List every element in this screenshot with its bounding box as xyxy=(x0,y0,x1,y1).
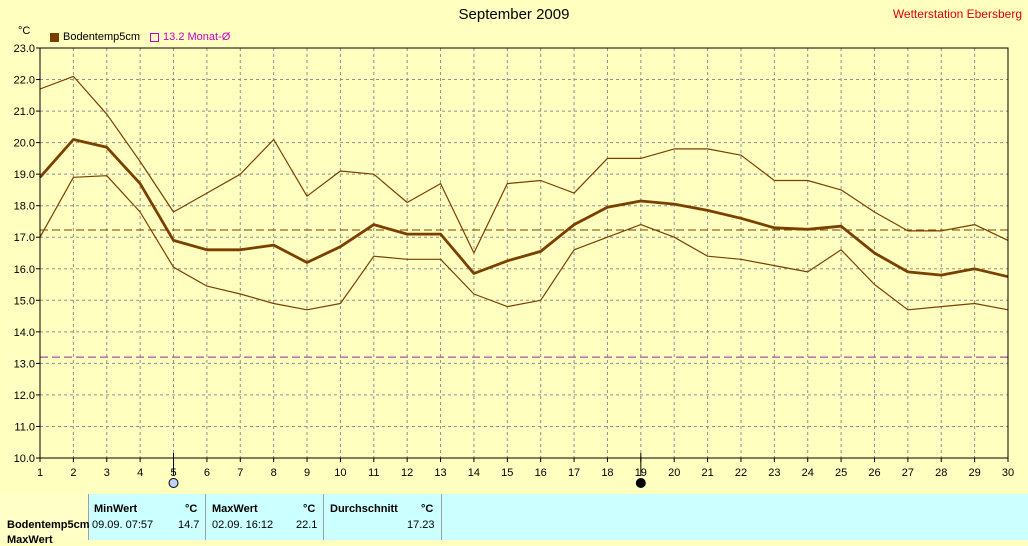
x-tick-label: 6 xyxy=(204,467,210,479)
x-tick-label: 1 xyxy=(37,467,43,479)
x-tick-label: 28 xyxy=(935,467,947,479)
x-tick-labels: 1234567891011121314151617181920212223242… xyxy=(37,467,1014,479)
y-tick-label: 22.0 xyxy=(14,75,35,87)
legend-item-series[interactable]: Bodentemp5cm xyxy=(50,31,140,43)
y-tick-label: 13.0 xyxy=(14,358,35,370)
x-tick-label: 8 xyxy=(271,467,277,479)
y-unit-label: °C xyxy=(18,25,31,37)
y-tick-label: 17.0 xyxy=(14,232,35,244)
min-value: 14.7 xyxy=(178,519,200,531)
max-time: 02.09. 16:12 xyxy=(212,519,274,531)
x-tick-label: 15 xyxy=(501,467,513,479)
new-moon-icon xyxy=(635,478,646,488)
y-tick-label: 18.0 xyxy=(14,201,35,213)
station-name: Wetterstation Ebersberg xyxy=(892,7,1022,21)
moon-phase-markers xyxy=(168,453,646,488)
stats-row-label: Bodentemp5cm xyxy=(7,519,90,531)
x-tick-label: 13 xyxy=(434,467,446,479)
y-tick-label: 20.0 xyxy=(14,138,35,150)
y-tick-label: 12.0 xyxy=(14,390,35,402)
x-tick-label: 14 xyxy=(468,467,480,479)
avg-unit: °C xyxy=(421,503,434,515)
x-tick-label: 22 xyxy=(735,467,747,479)
x-tick-label: 25 xyxy=(835,467,847,479)
y-tick-label: 21.0 xyxy=(14,106,35,118)
x-tick-label: 27 xyxy=(902,467,914,479)
avg-value: 17.23 xyxy=(407,519,435,531)
axes xyxy=(36,47,1009,462)
chart-title: September 2009 xyxy=(458,6,570,23)
grid xyxy=(40,48,1008,458)
stats-panel: MinWert °C MaxWert °C Durchschnitt °C Bo… xyxy=(0,494,1028,546)
x-tick-label: 10 xyxy=(334,467,346,479)
x-tick-label: 30 xyxy=(1002,467,1014,479)
y-tick-label: 16.0 xyxy=(14,264,35,276)
x-tick-label: 7 xyxy=(237,467,243,479)
min-unit: °C xyxy=(185,503,198,515)
series-lines xyxy=(38,75,1009,311)
series-line-min xyxy=(39,175,1009,311)
plot-frame xyxy=(39,47,1009,459)
x-tick-label: 20 xyxy=(668,467,680,479)
x-tick-label: 23 xyxy=(768,467,780,479)
stats-row2-label: MaxWert xyxy=(7,534,53,546)
x-tick-label: 4 xyxy=(137,467,143,479)
y-tick-label: 15.0 xyxy=(14,295,35,307)
x-tick-label: 17 xyxy=(568,467,580,479)
y-tick-label: 10.0 xyxy=(14,453,35,465)
x-tick-label: 11 xyxy=(368,467,379,479)
x-tick-label: 3 xyxy=(104,467,110,479)
x-tick-label: 26 xyxy=(868,467,880,479)
min-time: 09.09. 07:57 xyxy=(92,519,154,531)
x-tick-label: 2 xyxy=(70,467,76,479)
series-line-max xyxy=(39,75,1009,254)
legend: Bodentemp5cm 13.2 Monat-Ø xyxy=(50,31,240,43)
legend-series-label: Bodentemp5cm xyxy=(63,31,141,43)
legend-avg-label: 13.2 Monat-Ø xyxy=(163,31,231,43)
y-tick-labels: 10.0 11.0 12.0 13.0 14.0 15.0 16.0 17.0 18.0 19.0… xyxy=(14,43,35,465)
max-header: MaxWert xyxy=(212,503,258,515)
legend-item-avg[interactable]: 13.2 Monat-Ø xyxy=(150,31,230,43)
stats-label-column xyxy=(0,494,88,540)
avg-header: Durchschnitt xyxy=(330,503,398,515)
chart: 10.0 11.0 12.0 13.0 14.0 15.0 16.0 17.0 18.0 19.0… xyxy=(14,43,1014,488)
x-tick-label: 18 xyxy=(601,467,613,479)
x-tick-label: 9 xyxy=(304,467,310,479)
reference-lines xyxy=(40,229,1008,358)
y-tick-label: 19.0 xyxy=(14,169,35,181)
x-tick-label: 12 xyxy=(401,467,413,479)
full-moon-icon xyxy=(168,478,179,488)
series-swatch-icon xyxy=(50,32,59,42)
y-tick-label: 11.0 xyxy=(14,421,35,433)
series-line-mean xyxy=(38,138,1009,279)
min-header: MinWert xyxy=(94,503,138,515)
x-tick-label: 21 xyxy=(701,467,713,479)
x-tick-label: 29 xyxy=(968,467,980,479)
y-tick-label: 14.0 xyxy=(14,327,35,339)
y-tick-label: 23.0 xyxy=(14,43,35,55)
x-tick-label: 16 xyxy=(535,467,547,479)
avg-swatch-icon xyxy=(150,32,160,42)
max-unit: °C xyxy=(303,503,316,515)
x-tick-label: 24 xyxy=(802,467,814,479)
max-value: 22.1 xyxy=(296,519,318,531)
